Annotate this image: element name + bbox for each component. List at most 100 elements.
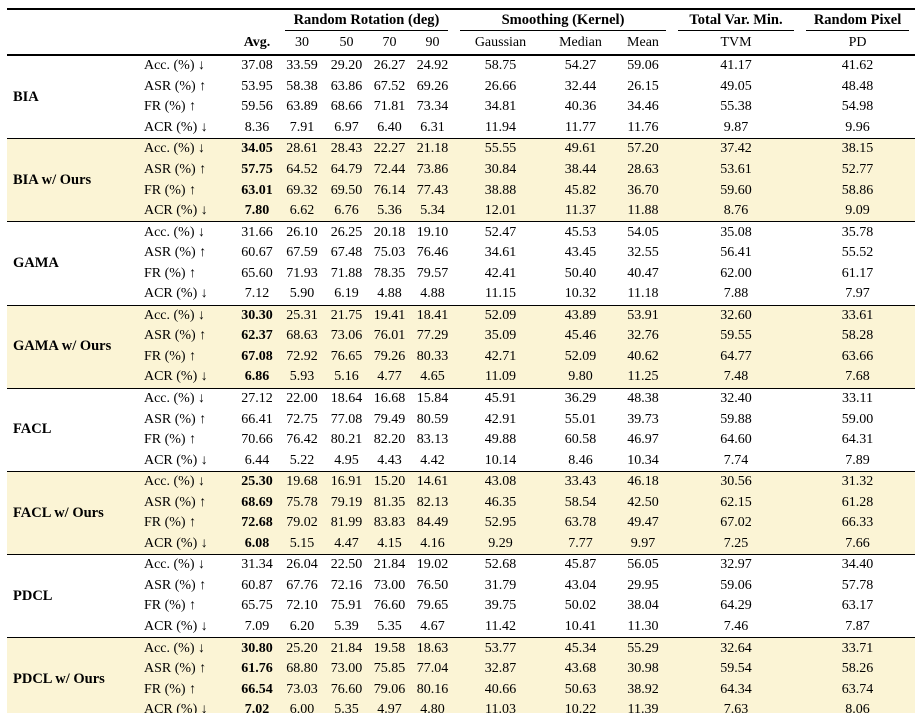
value-cell: 31.32: [841, 474, 874, 490]
value-cell: 16.91: [330, 474, 363, 490]
value-cell: 4.97: [377, 702, 402, 713]
table-row: GAMA w/ Ours Acc. (%) ↓ 30.30 25.31 21.75 19.…: [7, 305, 915, 354]
value-cell: 43.45: [564, 245, 597, 261]
value-cell: 7.02: [244, 702, 270, 713]
value-cell: 71.88: [330, 265, 363, 281]
value-cell: 45.53: [564, 224, 597, 240]
value-cell: 37.42: [720, 141, 752, 157]
table-row: BIA w/ Ours Acc. (%) ↓ 34.05 28.61 28.43 22.2…: [7, 139, 915, 187]
value-cell: 49.88: [484, 432, 517, 448]
value-cell: 54.98: [841, 99, 874, 115]
table-header: Random Rotation (deg) Smoothing (Kernel) T…: [6, 9, 916, 55]
metric-label: ASR (%) ↑: [143, 78, 207, 94]
method-name: PDCL w/ Ours: [12, 670, 105, 687]
value-cell: 7.80: [244, 203, 270, 219]
value-cell: 32.44: [564, 78, 597, 94]
value-cell: 66.41: [241, 411, 273, 427]
value-cell: 77.43: [416, 182, 449, 198]
value-cell: 6.00: [289, 702, 315, 713]
value-cell: 19.02: [416, 557, 449, 573]
value-cell: 76.65: [330, 348, 363, 364]
value-cell: 15.84: [416, 391, 449, 407]
value-cell: 53.91: [627, 307, 659, 323]
table-row: ASR (%) ↑ 61.76 68.80 73.00 75.85 77.04 32.87 4…: [7, 659, 915, 680]
value-cell: 38.88: [484, 182, 517, 198]
value-cell: 41.17: [720, 58, 752, 74]
value-cell: 4.67: [420, 619, 445, 635]
value-cell: 5.39: [334, 619, 359, 635]
column-header: TVM: [720, 35, 752, 50]
value-cell: 75.78: [286, 494, 318, 510]
column-header: PD: [848, 35, 867, 50]
value-cell: 6.76: [334, 203, 359, 219]
value-cell: 32.87: [484, 661, 517, 677]
value-cell: 62.15: [720, 494, 752, 510]
value-cell: 63.89: [286, 99, 318, 115]
value-cell: 63.01: [241, 182, 273, 198]
table-row: ASR (%) ↑ 68.69 75.78 79.19 81.35 82.13 46.35 5…: [7, 492, 915, 513]
value-cell: 64.79: [330, 162, 363, 177]
value-cell: 52.68: [484, 557, 517, 573]
value-cell: 79.02: [286, 515, 318, 531]
metric-label: ACR (%) ↓: [143, 535, 208, 551]
value-cell: 22.00: [286, 391, 318, 407]
value-cell: 11.94: [484, 119, 516, 135]
value-cell: 19.68: [286, 474, 318, 490]
value-cell: 62.00: [720, 265, 752, 281]
value-cell: 9.87: [723, 119, 749, 135]
value-cell: 10.14: [484, 452, 517, 468]
value-cell: 59.06: [720, 577, 752, 593]
value-cell: 29.95: [627, 577, 659, 593]
column-group-label: Smoothing (Kernel): [454, 9, 672, 32]
table-row: ACR (%) ↓ 6.08 5.15 4.47 4.15 4.16 9.29 7.77 9.9…: [7, 534, 915, 555]
value-cell: 40.47: [627, 265, 659, 281]
value-cell: 26.66: [484, 78, 517, 94]
value-cell: 32.40: [720, 391, 752, 407]
value-cell: 64.60: [720, 432, 752, 448]
value-cell: 7.25: [723, 535, 749, 551]
value-cell: 6.20: [289, 619, 315, 635]
value-cell: 33.59: [286, 58, 318, 74]
value-cell: 56.41: [720, 245, 752, 261]
metric-label: FR (%) ↑: [143, 681, 197, 697]
value-cell: 16.68: [373, 391, 406, 407]
metric-label: Acc. (%) ↓: [143, 391, 206, 407]
value-cell: 40.66: [484, 681, 517, 697]
value-cell: 71.93: [286, 265, 318, 281]
value-cell: 34.46: [627, 99, 659, 115]
value-cell: 25.30: [241, 474, 273, 490]
value-cell: 33.71: [841, 640, 874, 656]
value-cell: 7.87: [845, 619, 870, 635]
value-cell: 31.34: [241, 557, 273, 573]
value-cell: 7.46: [723, 619, 749, 635]
table-row: ACR (%) ↓ 7.12 5.90 6.19 4.88 4.88 11.15 10.32 1…: [7, 284, 915, 305]
metric-label: ACR (%) ↓: [143, 702, 208, 713]
value-cell: 72.44: [373, 162, 406, 177]
value-cell: 46.18: [627, 474, 659, 490]
value-cell: 73.06: [330, 328, 363, 344]
value-cell: 38.44: [564, 162, 597, 177]
value-cell: 4.88: [420, 286, 445, 302]
value-cell: 57.78: [841, 577, 874, 593]
value-cell: 35.08: [720, 224, 752, 240]
value-cell: 8.36: [244, 119, 270, 135]
value-cell: 46.97: [627, 432, 659, 448]
column-group-label: Random Pixel: [800, 9, 915, 32]
value-cell: 26.15: [627, 78, 659, 94]
value-cell: 65.75: [241, 598, 273, 614]
value-cell: 75.85: [373, 661, 406, 677]
value-cell: 22.27: [373, 141, 406, 157]
value-cell: 48.38: [627, 391, 659, 407]
value-cell: 62.37: [241, 328, 273, 344]
value-cell: 11.37: [564, 203, 596, 219]
value-cell: 72.75: [286, 411, 318, 427]
value-cell: 70.66: [241, 432, 273, 448]
value-cell: 30.80: [241, 640, 273, 656]
value-cell: 45.82: [564, 182, 597, 198]
value-cell: 9.97: [630, 535, 656, 551]
value-cell: 8.46: [568, 452, 593, 468]
metric-label: FR (%) ↑: [143, 348, 197, 364]
column-group-text: Random Rotation (deg): [284, 12, 448, 31]
value-cell: 35.09: [484, 328, 517, 344]
metric-label: FR (%) ↑: [143, 265, 197, 281]
